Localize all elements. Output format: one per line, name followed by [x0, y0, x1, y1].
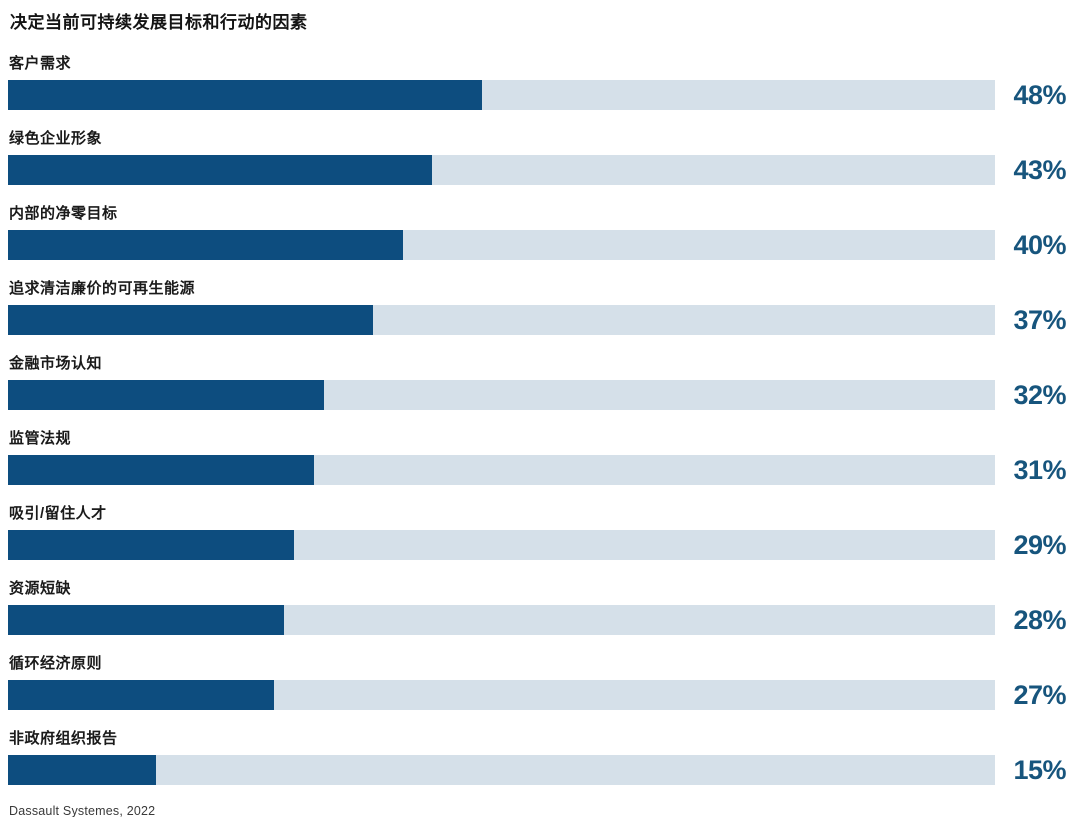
bar-row: 资源短缺 28%: [8, 579, 1067, 635]
bar-track: [8, 80, 995, 110]
bar-fill: [8, 80, 482, 110]
bar-line: 31%: [8, 455, 1067, 485]
bar-value: 15%: [1013, 755, 1066, 785]
bar-value: 43%: [1013, 155, 1066, 185]
bar-value: 31%: [1013, 455, 1066, 485]
bar-label: 吸引/留住人才: [9, 505, 107, 522]
source-caption: Dassault Systemes, 2022: [9, 804, 156, 817]
bar-value: 40%: [1013, 230, 1066, 260]
bar-line: 27%: [8, 680, 1067, 710]
bar-value: 48%: [1013, 80, 1066, 110]
bar-line: 32%: [8, 380, 1067, 410]
bar-fill: [8, 230, 403, 260]
bar-value: 28%: [1013, 605, 1066, 635]
bar-fill: [8, 605, 285, 635]
bar-label: 内部的净零目标: [9, 205, 118, 222]
bar-track: [8, 155, 995, 185]
bar-fill: [8, 155, 433, 185]
bar-track: [8, 680, 995, 710]
bar-line: 28%: [8, 605, 1067, 635]
bar-label: 非政府组织报告: [9, 730, 118, 747]
bar-track: [8, 755, 995, 785]
bar-line: 43%: [8, 155, 1067, 185]
bar-value: 29%: [1013, 530, 1066, 560]
bar-fill: [8, 380, 324, 410]
bar-value: 27%: [1013, 680, 1066, 710]
bar-label: 追求清洁廉价的可再生能源: [9, 280, 196, 297]
bar-line: 15%: [8, 755, 1067, 785]
bar-row: 非政府组织报告 15%: [8, 729, 1067, 785]
chart-title: 决定当前可持续发展目标和行动的因素: [10, 13, 308, 32]
bar-row: 循环经济原则 27%: [8, 654, 1067, 710]
bar-track: [8, 230, 995, 260]
bar-label: 监管法规: [9, 430, 72, 447]
bar-line: 29%: [8, 530, 1067, 560]
bar-row: 内部的净零目标 40%: [8, 204, 1067, 260]
bar-track: [8, 605, 995, 635]
bar-row: 金融市场认知 32%: [8, 354, 1067, 410]
bar-row: 客户需求 48%: [8, 54, 1067, 110]
bar-line: 37%: [8, 305, 1067, 335]
bar-track: [8, 305, 995, 335]
bar-line: 48%: [8, 80, 1067, 110]
bar-row: 监管法规 31%: [8, 429, 1067, 485]
bar-list: 客户需求 48% 绿色企业形象 43% 内部的净零目标 40% 追求清洁廉价的可再生能源 37…: [8, 54, 1067, 785]
bar-label: 循环经济原则: [9, 655, 103, 672]
bar-label: 资源短缺: [9, 580, 72, 597]
bar-fill: [8, 305, 374, 335]
bar-track: [8, 455, 995, 485]
bar-line: 40%: [8, 230, 1067, 260]
bar-fill: [8, 680, 275, 710]
bar-label: 客户需求: [9, 55, 72, 72]
bar-label: 金融市场认知: [9, 355, 103, 372]
bar-value: 32%: [1013, 380, 1066, 410]
bar-fill: [8, 455, 314, 485]
bar-fill: [8, 530, 295, 560]
bar-fill: [8, 755, 157, 785]
bar-row: 吸引/留住人才 29%: [8, 504, 1067, 560]
bar-row: 追求清洁廉价的可再生能源 37%: [8, 279, 1067, 335]
bar-track: [8, 530, 995, 560]
bar-label: 绿色企业形象: [9, 130, 103, 147]
bar-value: 37%: [1013, 305, 1066, 335]
bar-track: [8, 380, 995, 410]
bar-row: 绿色企业形象 43%: [8, 129, 1067, 185]
